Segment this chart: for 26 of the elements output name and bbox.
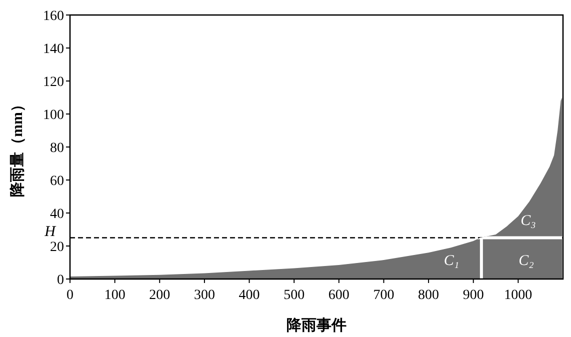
y-tick-label: 80 — [50, 141, 64, 156]
y-tick-label: 100 — [43, 108, 64, 123]
annotation: C₁ — [444, 252, 460, 269]
y-tick-label: 160 — [43, 9, 64, 24]
ref-line-label: H — [44, 224, 57, 240]
y-tick-label: 0 — [57, 273, 64, 288]
x-tick-label: 900 — [462, 288, 484, 303]
x-tick-label: 0 — [66, 288, 74, 303]
x-tick-label: 400 — [238, 288, 260, 303]
y-tick-label: 20 — [50, 240, 64, 255]
x-tick-label: 600 — [328, 288, 350, 303]
annotation: C₂ — [518, 252, 534, 269]
x-tick-label: 300 — [194, 288, 215, 303]
x-axis-title: 降雨事件 — [286, 317, 346, 334]
annotation: C₃ — [520, 213, 536, 230]
x-tick-label: 700 — [373, 288, 394, 303]
y-axis-title: 降雨量（mm） — [9, 97, 26, 197]
x-tick-label: 800 — [418, 288, 440, 303]
y-tick-label: 120 — [43, 75, 64, 90]
x-tick-label: 200 — [149, 288, 170, 303]
y-tick-label: 140 — [43, 42, 64, 57]
y-tick-label: 40 — [50, 207, 64, 222]
x-tick-label: 100 — [104, 288, 126, 303]
y-tick-label: 60 — [50, 174, 64, 189]
x-tick-label: 500 — [284, 288, 305, 303]
x-tick-label: 1000 — [504, 288, 532, 303]
